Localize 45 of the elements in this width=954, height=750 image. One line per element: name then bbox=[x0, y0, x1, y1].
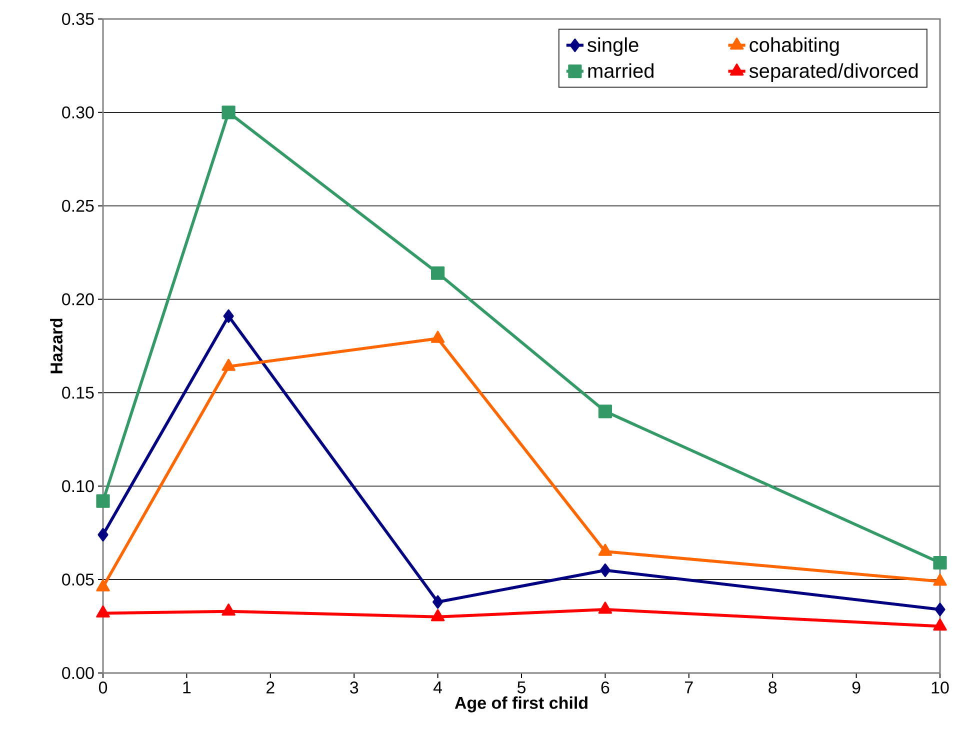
point bbox=[430, 330, 445, 343]
x-tick-label: 0 bbox=[98, 682, 108, 694]
legend-label: married bbox=[588, 63, 654, 78]
y-tick-label: 0.00 bbox=[62, 666, 94, 680]
legend-label: cohabiting bbox=[750, 37, 839, 56]
point bbox=[933, 556, 947, 570]
y-tick-label: 0.35 bbox=[62, 12, 94, 26]
point bbox=[430, 609, 445, 622]
y-tick-label: 0.20 bbox=[62, 293, 94, 306]
x-axis-title: Age of first child bbox=[454, 696, 588, 712]
point bbox=[933, 618, 947, 631]
legend-label: single bbox=[588, 37, 638, 56]
point bbox=[431, 266, 445, 280]
x-tick-label: 5 bbox=[517, 682, 526, 694]
point bbox=[222, 106, 236, 120]
point bbox=[598, 404, 612, 418]
point bbox=[96, 579, 110, 592]
y-tick-label: 0.15 bbox=[62, 386, 94, 399]
x-tick-label: 10 bbox=[932, 682, 949, 694]
y-tick-label: 0.05 bbox=[62, 574, 94, 586]
point bbox=[600, 563, 610, 578]
x-tick-label: 9 bbox=[852, 682, 860, 694]
x-tick-label: 6 bbox=[601, 682, 610, 694]
point bbox=[98, 528, 108, 542]
point bbox=[598, 602, 612, 614]
point bbox=[934, 602, 946, 616]
y-tick-label: 0.25 bbox=[62, 200, 94, 212]
point bbox=[96, 605, 110, 618]
point bbox=[223, 309, 234, 323]
x-tick-label: 1 bbox=[183, 682, 191, 694]
x-tick-label: 4 bbox=[433, 682, 442, 694]
legend-label: separated/divorced bbox=[749, 63, 918, 82]
point bbox=[933, 574, 947, 586]
point bbox=[598, 544, 612, 556]
point bbox=[96, 494, 110, 508]
point bbox=[222, 358, 236, 371]
y-tick-label: 0.30 bbox=[62, 106, 94, 118]
x-tick-label: 7 bbox=[685, 682, 693, 694]
y-axis-title: Hazard bbox=[50, 318, 63, 374]
point bbox=[222, 604, 236, 616]
x-tick-label: 2 bbox=[266, 682, 274, 694]
x-tick-label: 3 bbox=[350, 682, 358, 694]
y-tick-label: 0.10 bbox=[62, 480, 94, 492]
x-tick-label: 8 bbox=[768, 682, 777, 694]
point bbox=[432, 595, 444, 609]
